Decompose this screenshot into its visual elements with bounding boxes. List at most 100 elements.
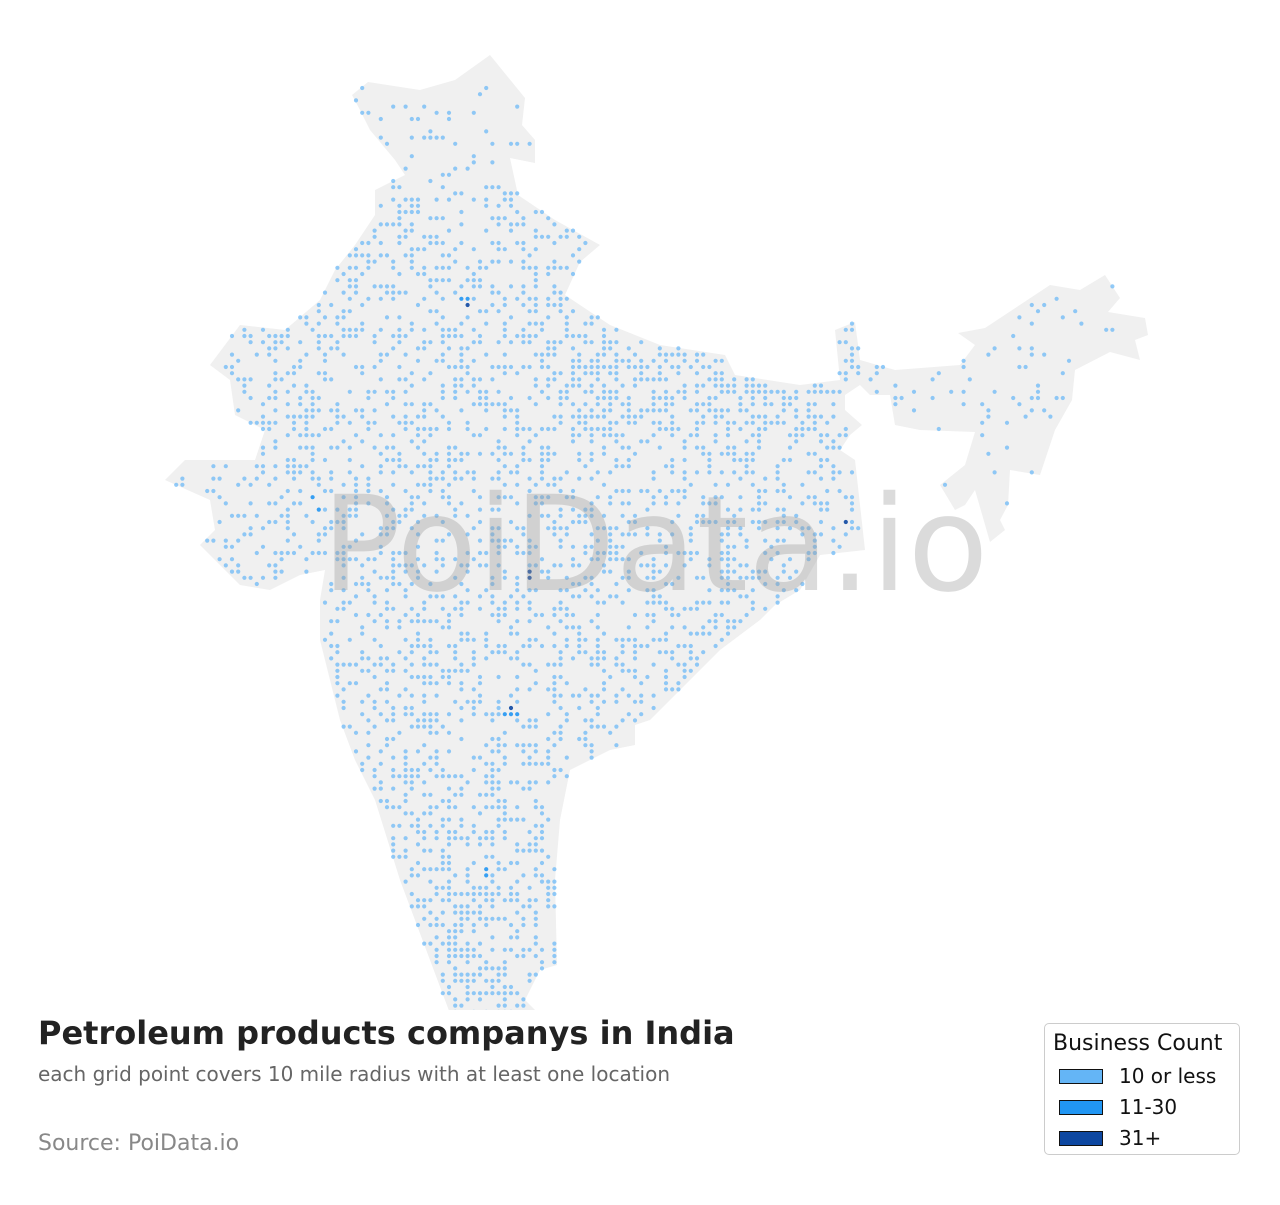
grid-point — [378, 352, 383, 357]
grid-point — [446, 265, 452, 270]
grid-point — [422, 104, 427, 109]
grid-point — [583, 464, 588, 469]
grid-point — [409, 619, 414, 624]
grid-points — [174, 85, 1115, 1010]
grid-point — [434, 234, 439, 239]
grid-point — [552, 730, 557, 735]
grid-point — [539, 557, 545, 562]
grid-point — [415, 302, 421, 308]
legend-label: 10 or less — [1119, 1064, 1217, 1088]
grid-point — [527, 538, 532, 543]
grid-point — [694, 433, 700, 438]
grid-point — [546, 885, 551, 890]
grid-point — [663, 563, 669, 568]
grid-point — [372, 662, 377, 667]
grid-point — [651, 600, 656, 605]
grid-point — [583, 513, 588, 518]
grid-point — [911, 408, 917, 413]
grid-point — [645, 488, 650, 494]
grid-point — [688, 526, 693, 531]
grid-point — [713, 482, 718, 487]
grid-point — [961, 402, 966, 407]
grid-point — [465, 953, 470, 959]
grid-point — [353, 98, 359, 103]
grid-point — [329, 445, 334, 450]
grid-point — [496, 526, 501, 531]
grid-point — [459, 910, 464, 915]
grid-point — [539, 612, 545, 618]
grid-point — [589, 743, 594, 748]
grid-point — [453, 972, 458, 977]
grid-point — [546, 265, 551, 270]
grid-point — [583, 420, 588, 425]
grid-point — [465, 867, 470, 872]
grid-point — [645, 674, 650, 680]
grid-point — [335, 643, 340, 649]
grid-point — [446, 730, 452, 735]
grid-point — [477, 309, 483, 314]
grid-point — [558, 588, 563, 593]
grid-point — [781, 563, 786, 568]
grid-point — [732, 588, 737, 593]
grid-point — [403, 166, 408, 171]
grid-point — [471, 656, 476, 661]
grid-point — [490, 507, 495, 512]
grid-point — [477, 891, 483, 897]
grid-point — [707, 600, 712, 605]
grid-point — [415, 209, 421, 215]
grid-point — [552, 612, 557, 618]
grid-point — [496, 259, 501, 264]
grid-point — [533, 333, 538, 339]
grid-point — [273, 569, 278, 574]
grid-point — [732, 420, 737, 425]
grid-point — [353, 581, 359, 587]
grid-point — [632, 637, 638, 642]
grid-point — [316, 433, 321, 438]
grid-point — [589, 426, 594, 432]
grid-point — [570, 544, 576, 549]
grid-point — [260, 526, 266, 531]
grid-point — [515, 631, 520, 636]
grid-point — [415, 445, 421, 450]
grid-point — [601, 383, 607, 388]
grid-point — [434, 960, 439, 965]
grid-point — [508, 470, 514, 475]
grid-point — [682, 358, 687, 363]
grid-point — [490, 581, 495, 587]
grid-point — [719, 495, 724, 500]
grid-point — [304, 414, 309, 419]
grid-point — [422, 674, 427, 680]
grid-point — [670, 457, 675, 463]
grid-point — [397, 581, 402, 587]
grid-point — [539, 457, 545, 463]
grid-point — [285, 371, 290, 376]
grid-point — [490, 600, 495, 605]
grid-point — [508, 203, 514, 208]
grid-point — [347, 662, 352, 667]
grid-point — [285, 513, 290, 518]
grid-point — [422, 836, 427, 841]
grid-point — [446, 457, 452, 463]
grid-point — [670, 420, 675, 425]
grid-point — [341, 352, 346, 357]
grid-point — [397, 823, 402, 828]
grid-point — [564, 526, 569, 531]
grid-point — [626, 364, 631, 370]
grid-point — [614, 662, 619, 667]
grid-point — [459, 687, 464, 692]
grid-point — [490, 160, 495, 165]
grid-point — [515, 842, 520, 847]
grid-point — [713, 408, 718, 413]
grid-point — [384, 798, 390, 804]
grid-point — [775, 414, 780, 419]
grid-point — [353, 265, 359, 270]
grid-point — [552, 885, 557, 890]
grid-point — [533, 761, 538, 766]
grid-point — [552, 606, 557, 611]
grid-point — [744, 457, 749, 463]
grid-point — [391, 265, 396, 270]
grid-point — [515, 935, 520, 940]
grid-point — [608, 594, 613, 599]
grid-point — [229, 569, 235, 574]
grid-point — [298, 315, 303, 320]
